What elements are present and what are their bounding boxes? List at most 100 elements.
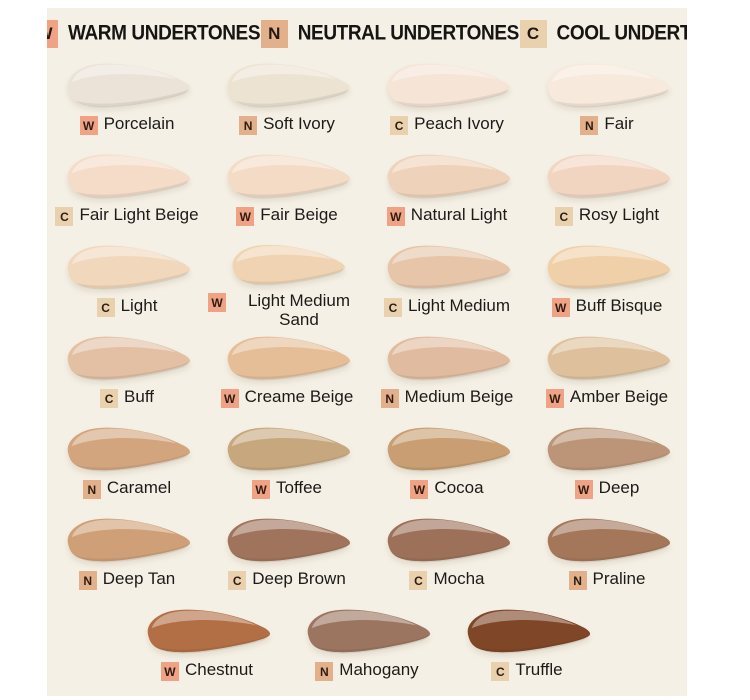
shade-cell: N Caramel (47, 420, 207, 511)
smear-highlight (231, 337, 337, 356)
shade-cell: C Rosy Light (527, 147, 687, 238)
foundation-smear-swatch (147, 609, 271, 654)
shade-cell: N Fair (527, 56, 687, 147)
undertone-badge: C (409, 571, 428, 590)
shade-label: C Buff (100, 387, 154, 408)
shade-label: C Peach Ivory (390, 114, 504, 135)
smear-body (67, 245, 191, 289)
smear-highlight (311, 610, 417, 629)
shade-row: N Deep Tan C Deep Brown (47, 511, 687, 602)
shade-name: Natural Light (410, 205, 508, 224)
undertone-badge: W (386, 207, 405, 226)
shade-name: Deep (598, 478, 640, 497)
legend-cool-label: COOL UNDERTONES (556, 21, 688, 46)
foundation-smear-swatch (307, 609, 431, 654)
smear-body (467, 609, 591, 653)
shade-cell: C Deep Brown (207, 511, 367, 602)
smear-body (67, 63, 191, 107)
undertone-badge: N (315, 662, 334, 681)
undertone-badge: C (100, 389, 119, 408)
smear-body (227, 518, 351, 562)
shade-label: C Light Medium (383, 296, 510, 317)
smear-body (67, 154, 191, 198)
shade-name: Light Medium Sand (247, 291, 351, 329)
shade-name: Rosy Light (578, 205, 660, 224)
foundation-smear-swatch (547, 245, 671, 290)
shade-label: W Toffee (251, 478, 322, 499)
undertone-badge: C (491, 662, 510, 681)
undertone-badge: W (160, 662, 179, 681)
shade-name: Fair Beige (260, 205, 338, 224)
shade-label: W Fair Beige (236, 205, 338, 226)
shade-name: Fair Light Beige (79, 205, 199, 224)
undertone-badge: W (574, 480, 593, 499)
foundation-smear-swatch (547, 427, 671, 472)
smear-highlight (551, 337, 657, 356)
smear-body (227, 427, 351, 471)
smear-shadow (239, 268, 344, 286)
shade-label: N Fair (580, 114, 634, 135)
shade-label: C Truffle (491, 660, 563, 681)
smear-highlight (551, 64, 657, 83)
smear-highlight (71, 519, 177, 538)
undertone-badge: W (545, 389, 564, 408)
shade-chart-panel: W WARM UNDERTONES N NEUTRAL UNDERTONES C… (47, 8, 687, 696)
smear-body (67, 336, 191, 380)
smear-shadow (555, 180, 669, 199)
shade-name: Cocoa (434, 478, 484, 497)
shade-label: W Natural Light (386, 205, 508, 226)
smear-shadow (235, 362, 349, 381)
foundation-smear-swatch (547, 154, 671, 199)
shade-row: C Fair Light Beige W Fair Beige (47, 147, 687, 238)
smear-body (387, 245, 511, 289)
shade-name: Chestnut (184, 660, 254, 679)
smear-highlight (391, 337, 497, 356)
shade-name: Amber Beige (569, 387, 669, 406)
smear-shadow (395, 180, 509, 199)
smear-shadow (75, 89, 189, 108)
shade-label: C Fair Light Beige (55, 205, 199, 226)
shade-name: Buff Bisque (575, 296, 663, 315)
smear-body (67, 518, 191, 562)
smear-highlight (551, 155, 657, 174)
smear-body (227, 154, 351, 198)
smear-highlight (391, 428, 497, 447)
legend-cool: C COOL UNDERTONES (519, 20, 688, 48)
undertone-badge: C (554, 207, 573, 226)
smear-shadow (235, 89, 349, 108)
smear-highlight (391, 64, 497, 83)
smear-highlight (71, 155, 177, 174)
legend-warm-label: WARM UNDERTONES (68, 21, 261, 46)
shade-name: Praline (592, 569, 646, 588)
shade-cell: W Light Medium Sand (207, 238, 367, 329)
foundation-smear-swatch (387, 518, 511, 563)
undertone-badge: W (79, 116, 98, 135)
shade-name: Light (120, 296, 158, 315)
foundation-smear-swatch (67, 245, 191, 290)
shade-name: Toffee (275, 478, 322, 497)
undertone-legend: W WARM UNDERTONES N NEUTRAL UNDERTONES C… (47, 8, 687, 48)
foundation-smear-swatch (547, 63, 671, 108)
shade-label: C Mocha (409, 569, 485, 590)
shade-name: Buff (124, 387, 154, 406)
smear-body (547, 336, 671, 380)
shade-name: Porcelain (103, 114, 175, 133)
shade-label: N Praline (568, 569, 646, 590)
foundation-smear-swatch (67, 63, 191, 108)
shade-label: W Buff Bisque (551, 296, 663, 317)
shade-cell: C Mocha (367, 511, 527, 602)
undertone-badge: N (568, 571, 587, 590)
smear-shadow (315, 635, 429, 654)
foundation-smear-swatch (547, 518, 671, 563)
shade-cell: W Porcelain (47, 56, 207, 147)
smear-highlight (71, 337, 177, 356)
smear-shadow (75, 362, 189, 381)
foundation-smear-swatch (387, 245, 511, 290)
legend-neutral: N NEUTRAL UNDERTONES (260, 20, 519, 48)
shade-cell: W Fair Beige (207, 147, 367, 238)
shade-label: W Amber Beige (545, 387, 669, 408)
shade-cell: C Peach Ivory (367, 56, 527, 147)
smear-highlight (151, 610, 257, 629)
smear-body (547, 154, 671, 198)
shade-label: W Chestnut (160, 660, 254, 681)
